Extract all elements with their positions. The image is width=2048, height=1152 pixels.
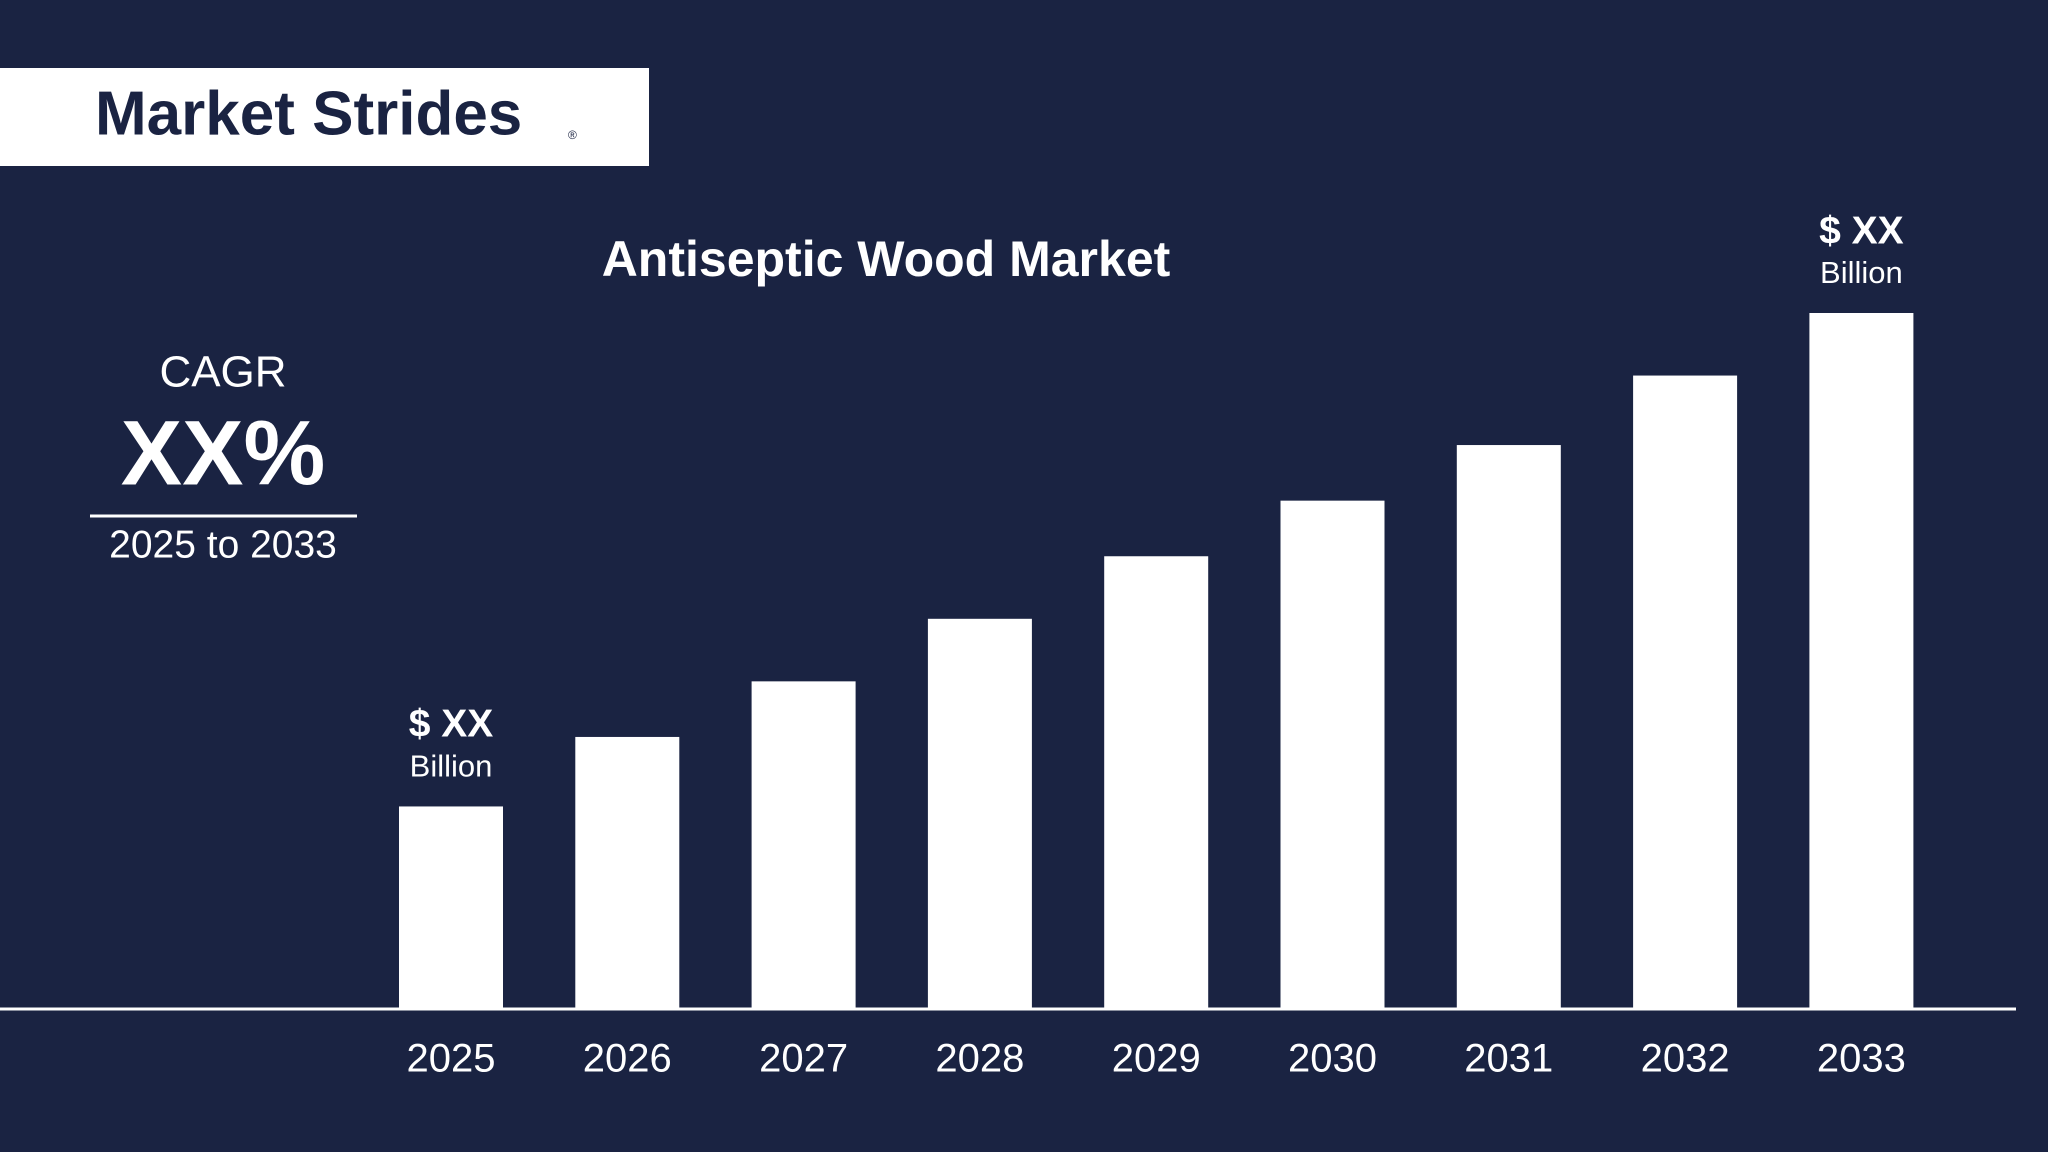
x-tick-label: 2028	[935, 1037, 1024, 1081]
x-tick-label: 2033	[1817, 1037, 1906, 1081]
cagr-label: CAGR	[159, 348, 286, 397]
bar	[1280, 500, 1385, 1008]
cagr-value: XX%	[121, 402, 326, 504]
value-label-amount: $ XX	[409, 703, 494, 746]
bar	[751, 681, 856, 1008]
bar	[927, 618, 1032, 1008]
bar	[1104, 556, 1209, 1008]
bar	[575, 736, 680, 1008]
x-tick-label: 2031	[1464, 1037, 1553, 1081]
x-tick-label: 2029	[1112, 1037, 1201, 1081]
value-label-unit: Billion	[1820, 255, 1903, 290]
brand-mark: ®	[568, 128, 577, 142]
logo-box	[0, 68, 649, 166]
x-tick-label: 2027	[759, 1037, 848, 1081]
brand-name: Market Strides	[95, 79, 522, 148]
cagr-period: 2025 to 2033	[109, 523, 337, 566]
bar	[399, 806, 503, 1008]
x-tick-label: 2030	[1288, 1037, 1377, 1081]
x-tick-label: 2026	[583, 1037, 672, 1081]
chart-title: Antiseptic Wood Market	[602, 231, 1171, 287]
value-label-amount: $ XX	[1819, 209, 1904, 252]
bar	[1456, 445, 1561, 1008]
value-label-unit: Billion	[410, 749, 493, 784]
x-tick-label: 2032	[1641, 1037, 1730, 1081]
bar	[1633, 375, 1738, 1008]
x-tick-label: 2025	[407, 1037, 496, 1081]
bar	[1809, 313, 1914, 1008]
